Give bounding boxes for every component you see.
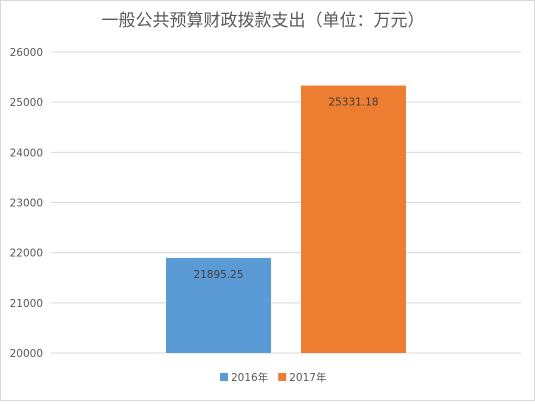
legend-swatch [220, 373, 228, 381]
chart-title: 一般公共预算财政拨款支出（单位：万元） [102, 11, 425, 31]
y-tick-label: 21000 [10, 298, 43, 310]
legend: 2016年 2017年 [220, 371, 326, 384]
data-label: 25331.18 [328, 97, 378, 109]
bars [166, 85, 406, 354]
bar [166, 257, 271, 353]
legend-swatch [278, 373, 287, 381]
y-tick-label: 26000 [10, 47, 43, 59]
y-tick-label: 23000 [10, 198, 43, 210]
legend-label: 2016年 [231, 371, 268, 384]
y-tick-label: 20000 [10, 348, 43, 360]
y-tick-label: 25000 [10, 97, 43, 109]
y-axis-tick-labels: 20000 21000 22000 23000 24000 25000 26000 [10, 47, 43, 360]
y-tick-label: 22000 [10, 248, 43, 260]
legend-label: 2017年 [289, 371, 326, 384]
bar [301, 85, 406, 354]
y-tick-label: 24000 [10, 147, 43, 159]
data-label: 21895.25 [193, 269, 243, 281]
gridlines [51, 51, 521, 354]
data-labels: 21895.25 25331.18 [193, 97, 378, 281]
